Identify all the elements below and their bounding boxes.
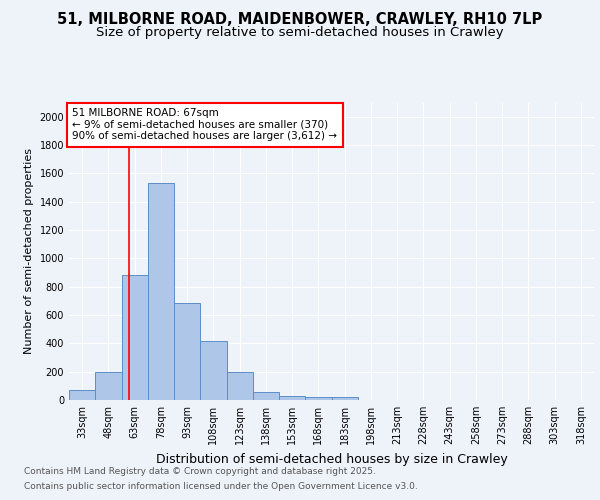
Text: Size of property relative to semi-detached houses in Crawley: Size of property relative to semi-detach… (96, 26, 504, 39)
Bar (253, 392, 279, 400)
Text: Contains public sector information licensed under the Open Government Licence v3: Contains public sector information licen… (24, 482, 418, 491)
Text: Contains HM Land Registry data © Crown copyright and database right 2025.: Contains HM Land Registry data © Crown c… (24, 467, 376, 476)
Bar (200, 341, 227, 400)
Y-axis label: Number of semi-detached properties: Number of semi-detached properties (24, 148, 34, 354)
Bar (95, 372, 122, 400)
Text: 51 MILBORNE ROAD: 67sqm
← 9% of semi-detached houses are smaller (370)
90% of se: 51 MILBORNE ROAD: 67sqm ← 9% of semi-det… (73, 108, 337, 142)
Text: 51, MILBORNE ROAD, MAIDENBOWER, CRAWLEY, RH10 7LP: 51, MILBORNE ROAD, MAIDENBOWER, CRAWLEY,… (58, 12, 542, 28)
Bar (174, 303, 200, 400)
X-axis label: Distribution of semi-detached houses by size in Crawley: Distribution of semi-detached houses by … (155, 452, 508, 466)
Bar (332, 397, 358, 400)
Bar (122, 276, 148, 400)
Bar (279, 396, 305, 400)
Bar (148, 184, 174, 400)
Bar (227, 372, 253, 400)
Bar (305, 397, 332, 400)
Bar (69, 390, 95, 400)
